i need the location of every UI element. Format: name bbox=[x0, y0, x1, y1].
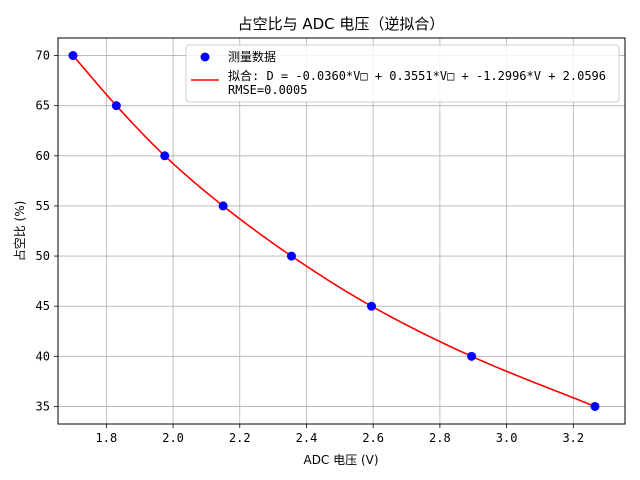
data-point bbox=[590, 401, 600, 411]
legend-label-fit: 拟合: D = -0.0360*V□ + 0.3551*V□ + -1.2996… bbox=[228, 68, 606, 83]
y-tick-label: 55 bbox=[36, 199, 50, 213]
x-tick-label: 2.6 bbox=[362, 431, 384, 445]
y-tick-label: 35 bbox=[36, 399, 50, 413]
x-tick-label: 2.2 bbox=[229, 431, 251, 445]
plot-frame bbox=[57, 37, 626, 425]
fit-line-layer bbox=[72, 55, 596, 408]
y-axis: 35 40 45 50 55 60 65 70 bbox=[36, 49, 58, 413]
x-axis: 1.8 2.0 2.2 2.4 2.6 2.8 3.0 3.2 bbox=[96, 424, 584, 445]
y-tick-label: 65 bbox=[36, 99, 50, 113]
data-point bbox=[68, 51, 78, 61]
fit-line bbox=[72, 55, 596, 408]
y-tick-label: 45 bbox=[36, 299, 50, 313]
scatter-layer bbox=[68, 51, 600, 411]
legend: 测量数据 拟合: D = -0.0360*V□ + 0.3551*V□ + -1… bbox=[185, 44, 620, 103]
y-tick-label: 60 bbox=[36, 149, 50, 163]
legend-marker-measured bbox=[200, 52, 210, 62]
y-tick-label: 40 bbox=[36, 349, 50, 363]
legend-label-measured: 测量数据 bbox=[228, 49, 276, 64]
y-axis-title: 占空比 (%) bbox=[12, 201, 27, 262]
data-point bbox=[218, 201, 228, 211]
y-tick-label: 70 bbox=[36, 49, 50, 63]
x-tick-label: 3.0 bbox=[496, 431, 518, 445]
x-tick-label: 1.8 bbox=[96, 431, 118, 445]
data-point bbox=[160, 151, 170, 161]
x-axis-title: ADC 电压 (V) bbox=[303, 453, 378, 467]
data-point bbox=[111, 101, 121, 111]
data-point bbox=[467, 351, 477, 361]
chart-title: 占空比与 ADC 电压（逆拟合） bbox=[238, 15, 445, 33]
x-tick-label: 2.8 bbox=[429, 431, 451, 445]
y-tick-label: 50 bbox=[36, 249, 50, 263]
data-point bbox=[286, 251, 296, 261]
x-tick-label: 2.4 bbox=[296, 431, 318, 445]
legend-label-fit-rmse: RMSE=0.0005 bbox=[228, 83, 307, 97]
data-point bbox=[367, 301, 377, 311]
x-tick-label: 3.2 bbox=[562, 431, 584, 445]
x-tick-label: 2.0 bbox=[162, 431, 184, 445]
legend-box bbox=[185, 44, 620, 103]
